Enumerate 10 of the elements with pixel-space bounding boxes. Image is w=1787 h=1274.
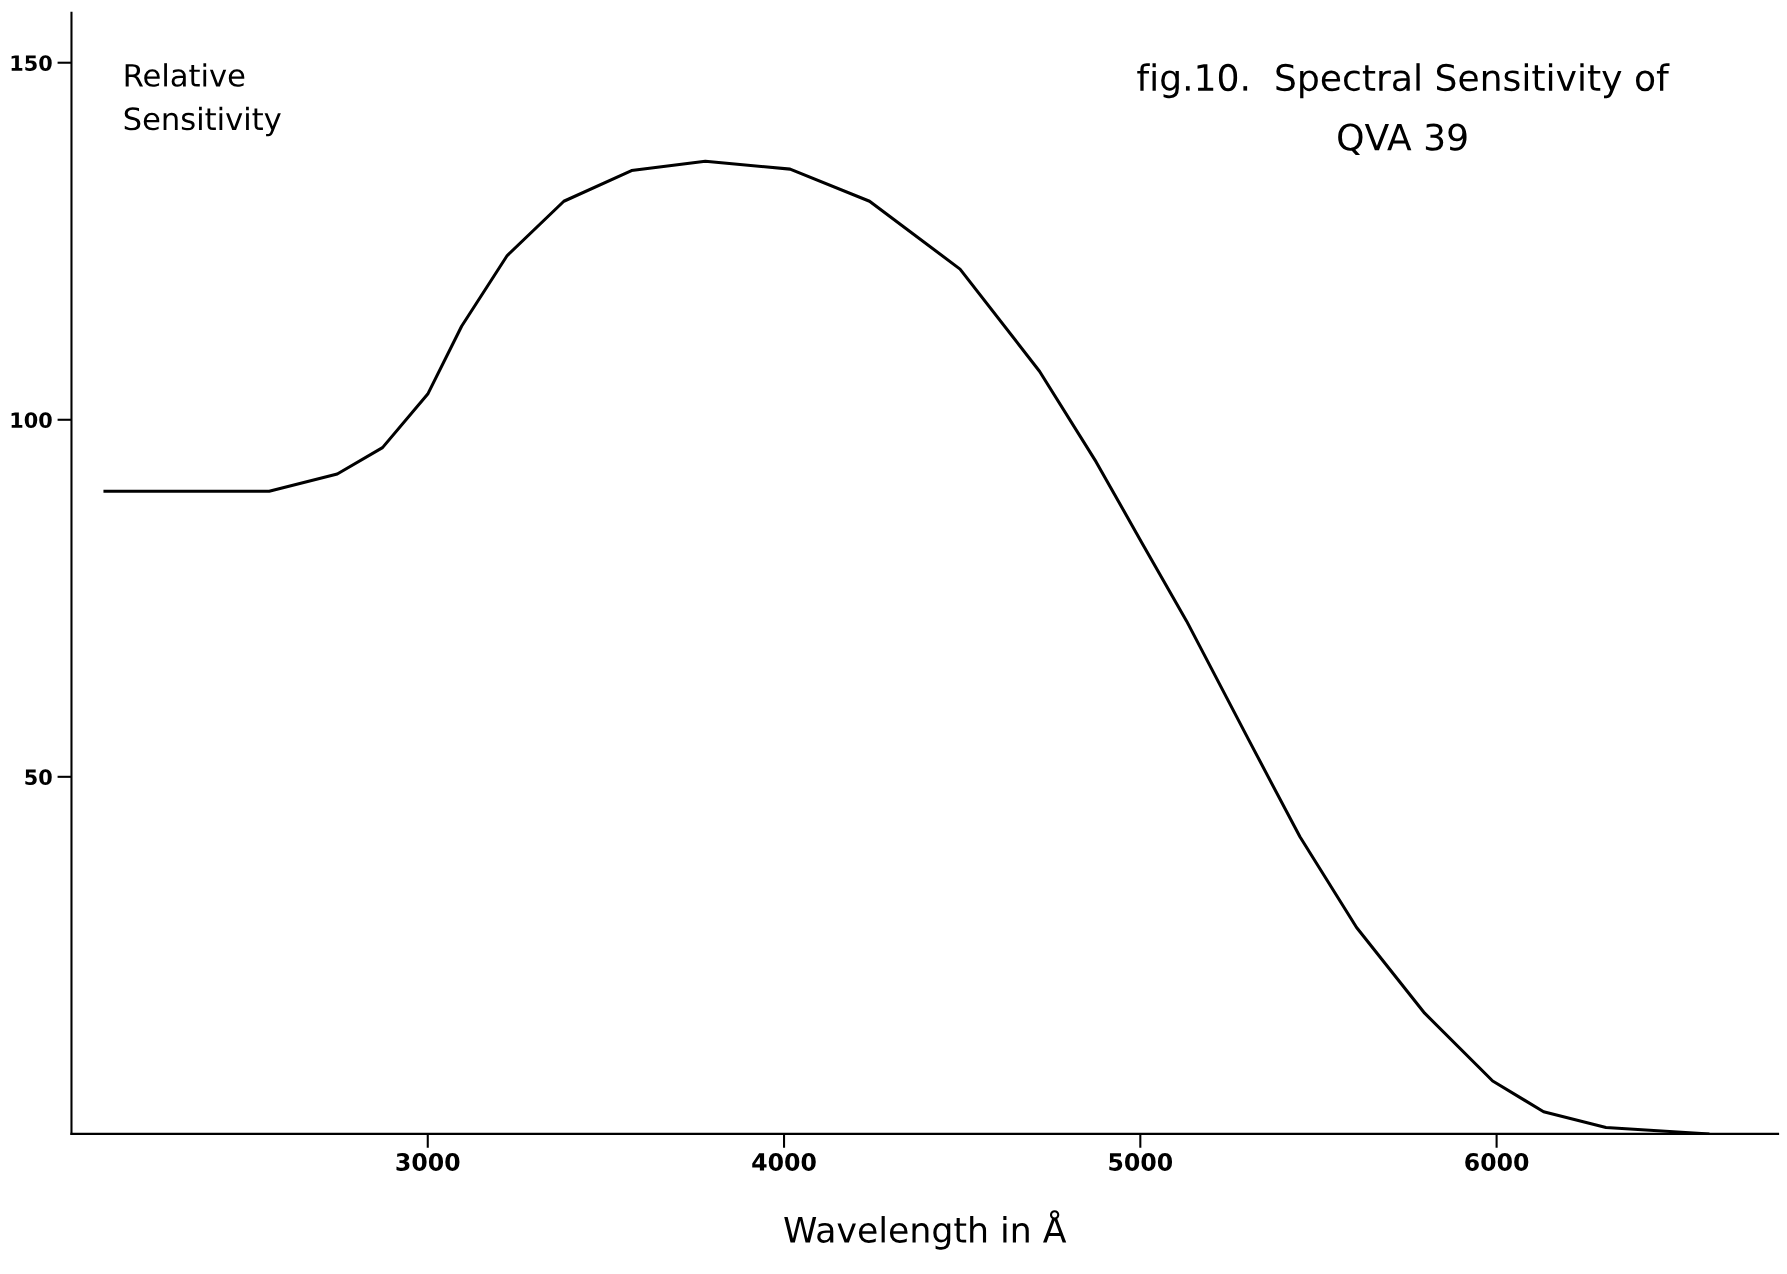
x-tick-label: 6000	[1465, 1153, 1529, 1171]
x-tick-label: 3000	[396, 1153, 460, 1171]
y-tick-label: 100	[11, 412, 52, 428]
y-tick-label: 150	[11, 55, 52, 71]
x-axis-title: Wavelength in Å	[784, 1210, 1067, 1250]
y-axis-title: Relative Sensitivity	[124, 63, 281, 137]
x-tick-label: 5000	[1109, 1153, 1173, 1171]
x-tick-label: 4000	[752, 1153, 816, 1171]
text: fig.10. Spectral Sensitivity of QVA 39	[1137, 63, 1670, 155]
y-tick-label: 50	[25, 769, 52, 786]
